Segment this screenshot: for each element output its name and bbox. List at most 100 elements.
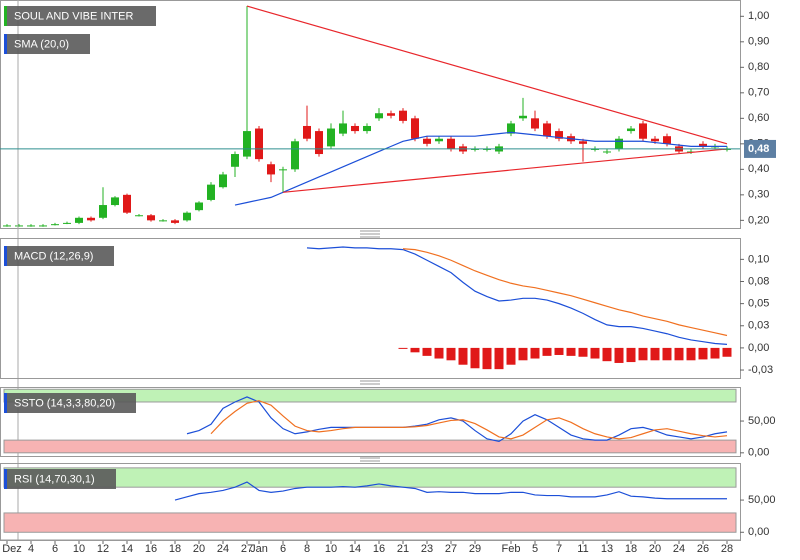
y-tick-label: -0,03 bbox=[748, 364, 773, 376]
candle-body bbox=[267, 164, 275, 175]
histogram-bar bbox=[578, 347, 588, 357]
histogram-bar bbox=[686, 347, 696, 361]
trendline bbox=[282, 148, 728, 193]
candle-body bbox=[207, 184, 215, 200]
candle-body bbox=[291, 141, 299, 170]
candle-body bbox=[615, 138, 623, 149]
histogram-bar bbox=[434, 347, 444, 359]
plot-area bbox=[306, 246, 732, 370]
x-tick-label: 10 bbox=[325, 543, 337, 555]
candle-body bbox=[87, 217, 95, 221]
x-tick-label: 6 bbox=[280, 543, 286, 555]
plot-area bbox=[3, 5, 731, 227]
candle-body bbox=[351, 125, 359, 132]
legend-box bbox=[4, 469, 116, 489]
candle-body bbox=[399, 110, 407, 121]
histogram-bar bbox=[674, 347, 684, 361]
candle-body bbox=[279, 169, 287, 171]
legend-box bbox=[4, 34, 90, 54]
trendline bbox=[246, 5, 728, 145]
sma-line bbox=[234, 131, 727, 206]
histogram-bar bbox=[458, 347, 468, 365]
y-tick-label: 0,00 bbox=[748, 342, 769, 354]
legend-box bbox=[4, 6, 156, 26]
candle-body bbox=[435, 138, 443, 142]
candle-body bbox=[627, 128, 635, 132]
panel-frame bbox=[0, 387, 741, 457]
candle-body bbox=[135, 215, 143, 217]
x-tick-label: 6 bbox=[52, 543, 58, 555]
x-tick-label: Jan bbox=[250, 543, 268, 555]
indicator-line bbox=[306, 246, 728, 345]
candle-body bbox=[51, 224, 59, 226]
histogram-bar bbox=[398, 347, 408, 349]
indicator-line bbox=[402, 248, 728, 337]
x-tick-label: Dez bbox=[2, 543, 22, 555]
candle-body bbox=[231, 154, 239, 167]
last-price-box bbox=[744, 139, 776, 158]
x-tick-label: 11 bbox=[577, 543, 588, 555]
histogram-bar bbox=[470, 347, 480, 369]
y-tick-label: 0,00 bbox=[748, 526, 769, 538]
indicator-line bbox=[210, 400, 728, 440]
y-tick-label: 0,90 bbox=[748, 36, 769, 48]
candle-body bbox=[375, 113, 383, 119]
histogram-bar bbox=[662, 347, 672, 361]
zone bbox=[3, 439, 737, 454]
histogram-bar bbox=[638, 347, 648, 361]
x-tick-label: 14 bbox=[121, 543, 133, 555]
panel-frame bbox=[0, 0, 741, 229]
x-tick-label: 12 bbox=[97, 543, 109, 555]
y-tick-label: 50,00 bbox=[748, 494, 776, 506]
histogram-bar bbox=[566, 347, 576, 356]
histogram-bar bbox=[518, 347, 528, 361]
x-tick-label: 20 bbox=[649, 543, 661, 555]
legend-label: MACD (12,26,9) bbox=[14, 250, 93, 262]
candle-body bbox=[219, 174, 227, 188]
y-tick-label: 0,60 bbox=[748, 112, 769, 124]
candle-body bbox=[639, 123, 647, 139]
histogram-bar bbox=[506, 347, 516, 365]
x-tick-label: 29 bbox=[469, 543, 481, 555]
x-tick-label: Feb bbox=[502, 543, 521, 555]
histogram-bar bbox=[698, 347, 708, 360]
candle-body bbox=[123, 194, 131, 213]
y-tick-label: 0,03 bbox=[748, 320, 769, 332]
legend-label: SMA (20,0) bbox=[14, 38, 69, 50]
y-tick-label: 0,20 bbox=[748, 214, 769, 226]
y-tick-label: 0,00 bbox=[748, 447, 769, 459]
legend-stripe bbox=[4, 469, 7, 489]
x-tick-label: 28 bbox=[721, 543, 733, 555]
candle-body bbox=[255, 128, 263, 160]
candle-body bbox=[27, 225, 35, 227]
x-tick-label: 14 bbox=[349, 543, 361, 555]
histogram-bar bbox=[650, 347, 660, 361]
candle-body bbox=[195, 202, 203, 211]
histogram-bar bbox=[626, 347, 636, 363]
x-tick-label: 26 bbox=[697, 543, 709, 555]
histogram-bar bbox=[614, 347, 624, 363]
panel-grips bbox=[360, 230, 380, 462]
y-tick-label: 0,30 bbox=[748, 189, 769, 201]
histogram-bar bbox=[482, 347, 492, 370]
x-tick-label: 7 bbox=[556, 543, 562, 555]
candle-body bbox=[3, 225, 11, 227]
x-tick-label: 24 bbox=[673, 543, 685, 555]
candle-body bbox=[147, 215, 155, 221]
legend-box bbox=[4, 246, 114, 266]
candle-body bbox=[339, 123, 347, 134]
legend-label: RSI (14,70,30,1) bbox=[14, 473, 95, 485]
candle-body bbox=[327, 128, 335, 147]
candle-body bbox=[543, 123, 551, 137]
histogram-bar bbox=[602, 347, 612, 362]
x-tick-label: 23 bbox=[421, 543, 433, 555]
indicator-line bbox=[186, 396, 728, 443]
panel-frame bbox=[0, 238, 741, 379]
histogram-bar bbox=[530, 347, 540, 359]
histogram-bar bbox=[446, 347, 456, 361]
candle-body bbox=[411, 118, 419, 139]
y-tick-label: 50,00 bbox=[748, 415, 776, 427]
histogram-bar bbox=[494, 347, 504, 370]
